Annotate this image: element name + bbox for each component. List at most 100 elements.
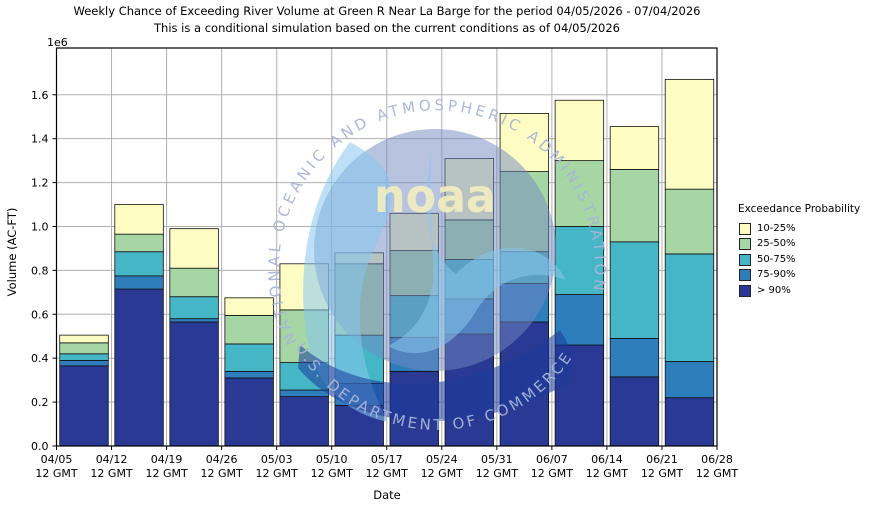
bar-segment: [224, 343, 274, 372]
bar-segment: [554, 226, 605, 295]
x-tick-label-time: 12 GMT: [366, 467, 409, 480]
bar-segment: [664, 397, 715, 447]
y-tick-label: 0.8: [31, 264, 49, 277]
bar-segment: [59, 342, 109, 355]
x-tick-label-date: 05/17: [371, 453, 403, 466]
y-tick-label: 0.0: [31, 440, 49, 453]
noaa-logo-gull-wing: [303, 142, 392, 422]
bar: [664, 78, 715, 447]
bar-segment: [169, 267, 219, 298]
x-tick-label-date: 06/14: [591, 453, 623, 466]
y-tick-label: 1.4: [31, 133, 49, 146]
x-tick-label-date: 05/31: [481, 453, 513, 466]
bar: [609, 126, 660, 447]
x-tick-label-date: 04/26: [206, 453, 238, 466]
y-tick-label: 0.6: [31, 308, 49, 321]
bar-segment: [664, 78, 715, 190]
x-tick-label-time: 12 GMT: [696, 467, 739, 480]
bar-segment: [224, 370, 274, 379]
x-tick-label-time: 12 GMT: [586, 467, 629, 480]
x-tick-label-time: 12 GMT: [641, 467, 684, 480]
bar-segment: [279, 396, 329, 447]
x-tick-label-date: 06/28: [701, 453, 733, 466]
x-tick-label-time: 12 GMT: [476, 467, 519, 480]
x-tick-label-time: 12 GMT: [256, 467, 299, 480]
bar-segment: [59, 359, 109, 367]
bar-segment: [59, 334, 109, 344]
bar-segment: [609, 338, 660, 378]
x-tick-label-time: 12 GMT: [201, 467, 244, 480]
x-tick-label-date: 04/12: [96, 453, 128, 466]
legend-entry-label: 50-75%: [757, 253, 796, 265]
x-tick-label-date: 05/03: [261, 453, 293, 466]
bar-segment: [609, 241, 660, 339]
x-axis-label: Date: [373, 488, 401, 502]
bar-segment: [554, 99, 605, 162]
legend-entry-label: 10-25%: [757, 222, 796, 234]
x-tick-label-time: 12 GMT: [35, 467, 78, 480]
y-tick-label: 1.6: [31, 89, 49, 102]
bar-segment: [664, 188, 715, 255]
x-tick-label-date: 05/24: [426, 453, 458, 466]
legend-entry-label: > 90%: [757, 284, 791, 296]
x-tick-label-time: 12 GMT: [421, 467, 464, 480]
x-tick-label-time: 12 GMT: [531, 467, 574, 480]
x-tick-label-date: 06/21: [646, 453, 678, 466]
chart-subtitle: This is a conditional simulation based o…: [154, 21, 620, 35]
bar-segment: [114, 251, 164, 277]
bar-segment: [169, 228, 219, 269]
bar-segment: [609, 168, 660, 243]
bar-segment: [554, 160, 605, 227]
legend-entry: 50-75%: [738, 252, 884, 268]
x-tick-label-date: 06/07: [536, 453, 568, 466]
bar-segment: [169, 296, 219, 320]
y-axis-offset-text: 1e6: [47, 36, 68, 49]
y-tick-label: 0.2: [31, 396, 49, 409]
y-axis-label: Volume (AC-FT): [5, 208, 19, 297]
legend-entry-label: 25-50%: [757, 238, 796, 250]
bar: [224, 297, 274, 447]
legend: Exceedance Probability 10-25% 25-50% 50-75…: [738, 203, 884, 299]
legend-title: Exceedance Probability: [738, 203, 861, 215]
x-tick-label-time: 12 GMT: [311, 467, 354, 480]
legend-entries: 10-25% 25-50% 50-75% 75-90% > 90%: [738, 221, 884, 299]
bar-segment: [609, 126, 660, 170]
bar-segment: [114, 275, 164, 290]
bar-segment: [169, 321, 219, 447]
legend-entry: > 90%: [738, 283, 884, 299]
bar-segment: [224, 314, 274, 345]
bar-segment: [664, 253, 715, 362]
legend-entry: 10-25%: [738, 221, 884, 237]
bar-segment: [224, 377, 274, 447]
legend-swatch: [739, 238, 751, 251]
y-tick-label: 1.2: [31, 177, 49, 190]
y-tick-label: 1.0: [31, 220, 49, 233]
x-tick-label-date: 04/19: [151, 453, 183, 466]
y-tick-label: 0.4: [31, 352, 49, 365]
legend-swatch: [739, 284, 751, 297]
noaa-logo-text: noaa: [374, 169, 496, 223]
x-tick-label-date: 04/05: [41, 453, 73, 466]
bar: [59, 334, 109, 447]
bar-segment: [609, 376, 660, 447]
bar-segment: [59, 353, 109, 361]
bar: [114, 204, 164, 447]
bar-segment: [59, 365, 109, 447]
bar-segment: [114, 288, 164, 447]
legend-swatch: [739, 269, 751, 282]
legend-swatch: [739, 222, 751, 235]
legend-entry: 75-90%: [738, 268, 884, 284]
x-tick-label-date: 05/10: [316, 453, 348, 466]
bar-segment: [114, 233, 164, 253]
bar-segment: [279, 389, 329, 398]
noaa-logo-swoosh: [298, 330, 573, 422]
bar-segment: [664, 361, 715, 399]
legend-entry-label: 75-90%: [757, 269, 796, 281]
bar-segment: [114, 204, 164, 235]
noaa-logo-gull-body: [388, 150, 566, 354]
bar: [169, 228, 219, 447]
legend-swatch: [739, 253, 751, 266]
